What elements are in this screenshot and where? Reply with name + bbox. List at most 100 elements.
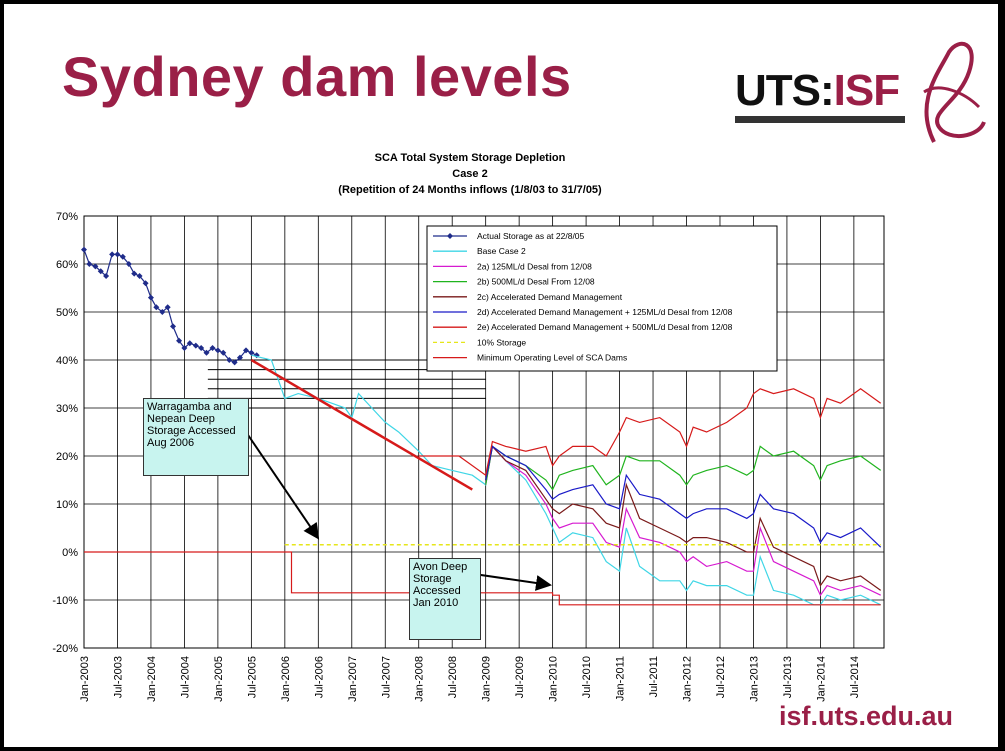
series-line <box>485 445 882 491</box>
x-axis: Jan-2003 Jul-2003 Jan-2004 Jul-2004 Jan-2005… <box>79 656 861 702</box>
data-point <box>81 246 87 253</box>
data-point <box>86 261 93 267</box>
series-line <box>251 354 881 606</box>
arrow-avon <box>473 573 552 591</box>
y-tick-label: 70% <box>56 211 78 223</box>
data-point <box>153 304 160 311</box>
data-point <box>159 309 166 315</box>
x-tick-label: Jan-2004 <box>146 656 158 702</box>
data-point <box>170 323 177 330</box>
logo-subtitle-bar <box>735 116 905 123</box>
data-point <box>114 251 121 258</box>
trend-line <box>250 358 473 491</box>
data-point <box>209 345 216 351</box>
y-tick-label: 50% <box>56 307 78 319</box>
y-tick-label: -10% <box>52 595 78 607</box>
data-point <box>214 347 221 354</box>
series-group <box>81 246 882 606</box>
legend-label: Minimum Operating Level of SCA Dams <box>477 353 627 363</box>
series-line <box>84 551 881 606</box>
data-point <box>136 273 143 279</box>
y-tick-label: -20% <box>52 643 78 655</box>
x-tick-label: Jan-2009 <box>481 656 493 702</box>
x-tick-label: Jan-2011 <box>615 656 627 701</box>
logo-uts: UTS: <box>735 66 835 115</box>
annotation-arrows <box>245 431 552 591</box>
ribbon-icon <box>923 41 986 143</box>
x-tick-label: Jan-2006 <box>280 656 292 702</box>
series-line <box>485 445 881 597</box>
x-tick-label: Jul-2007 <box>380 656 392 698</box>
y-tick-label: 30% <box>56 403 78 415</box>
data-point <box>103 273 110 279</box>
legend-label: 10% Storage <box>477 337 526 347</box>
logo-text: UTS:ISF <box>735 66 900 116</box>
legend-marker <box>447 233 453 239</box>
data-point <box>109 251 116 258</box>
x-tick-label: Jan-2010 <box>548 656 560 702</box>
x-tick-label: Jan-2012 <box>682 656 694 702</box>
x-tick-label: Jan-2013 <box>748 656 760 702</box>
legend-box <box>426 225 778 372</box>
data-point <box>243 347 250 354</box>
y-axis: 70% 60% 50% 40% 30% 20% 10% 0% -10% -20% <box>52 211 78 655</box>
data-point <box>125 261 132 267</box>
x-tick-label: Jul-2006 <box>313 656 325 698</box>
uts-isf-logo: UTS:ISF <box>729 32 999 152</box>
legend-label: Base Case 2 <box>477 246 526 256</box>
data-point <box>131 270 138 277</box>
data-point <box>192 342 199 349</box>
x-tick-label: Jul-2009 <box>514 656 526 698</box>
legend-label: 2d) Accelerated Demand Management + 125M… <box>477 307 733 317</box>
legend-label: Actual Storage as at 22/8/05 <box>477 231 585 241</box>
annotation-avon: Avon Deep Storage Accessed Jan 2010 <box>409 558 481 640</box>
chart-title-line-3: (Repetition of 24 Months inflows (1/8/03… <box>338 184 602 196</box>
x-tick-label: Jan-2014 <box>815 656 827 702</box>
logo-isf: ISF <box>833 66 900 115</box>
data-point <box>97 268 104 275</box>
series-line <box>418 388 882 477</box>
data-point <box>164 304 171 311</box>
x-tick-label: Jul-2013 <box>782 656 794 698</box>
series-line <box>485 445 882 591</box>
chart-title-line-1: SCA Total System Storage Depletion <box>375 152 566 164</box>
x-tick-label: Jul-2003 <box>112 656 124 698</box>
chart-title-line-2: Case 2 <box>452 168 487 180</box>
x-tick-label: Jul-2010 <box>581 656 593 698</box>
data-point <box>176 337 183 344</box>
x-tick-label: Jul-2005 <box>246 656 258 698</box>
x-tick-label: Jul-2014 <box>849 656 861 698</box>
legend-label: 2a) 125ML/d Desal from 12/08 <box>477 261 592 271</box>
data-point <box>142 280 149 287</box>
x-tick-label: Jul-2012 <box>715 656 727 698</box>
page-title: Sydney dam levels <box>62 45 572 108</box>
data-point <box>236 354 243 361</box>
x-tick-label: Jan-2007 <box>347 656 359 702</box>
y-tick-label: 20% <box>56 451 78 463</box>
data-point <box>226 357 233 363</box>
legend-label: 2b) 500ML/d Desal From 12/08 <box>477 277 595 287</box>
data-point <box>147 294 154 301</box>
x-tick-label: Jul-2004 <box>179 656 191 698</box>
data-point <box>186 340 193 347</box>
footer-url[interactable]: isf.uts.edu.au <box>779 701 954 731</box>
y-tick-label: 60% <box>56 259 78 271</box>
x-tick-label: Jul-2008 <box>447 656 459 698</box>
chart-title: SCA Total System Storage Depletion Case … <box>338 152 602 196</box>
legend-label: 2e) Accelerated Demand Management + 500M… <box>477 322 733 332</box>
series-line <box>485 445 882 548</box>
x-tick-label: Jan-2003 <box>79 656 91 702</box>
data-point <box>198 345 205 351</box>
annotation-warragamba: Warragamba and Nepean Deep Storage Acces… <box>143 398 249 476</box>
data-point <box>119 253 126 260</box>
y-tick-label: 40% <box>56 355 78 367</box>
data-point <box>181 345 188 351</box>
x-tick-label: Jan-2008 <box>414 656 426 702</box>
data-point <box>220 349 227 356</box>
y-tick-label: 10% <box>56 499 78 511</box>
x-tick-label: Jan-2005 <box>213 656 225 702</box>
legend: Actual Storage as at 22/8/05 Base Case 2 2… <box>426 225 778 372</box>
data-point <box>92 263 99 270</box>
data-point <box>248 349 255 356</box>
